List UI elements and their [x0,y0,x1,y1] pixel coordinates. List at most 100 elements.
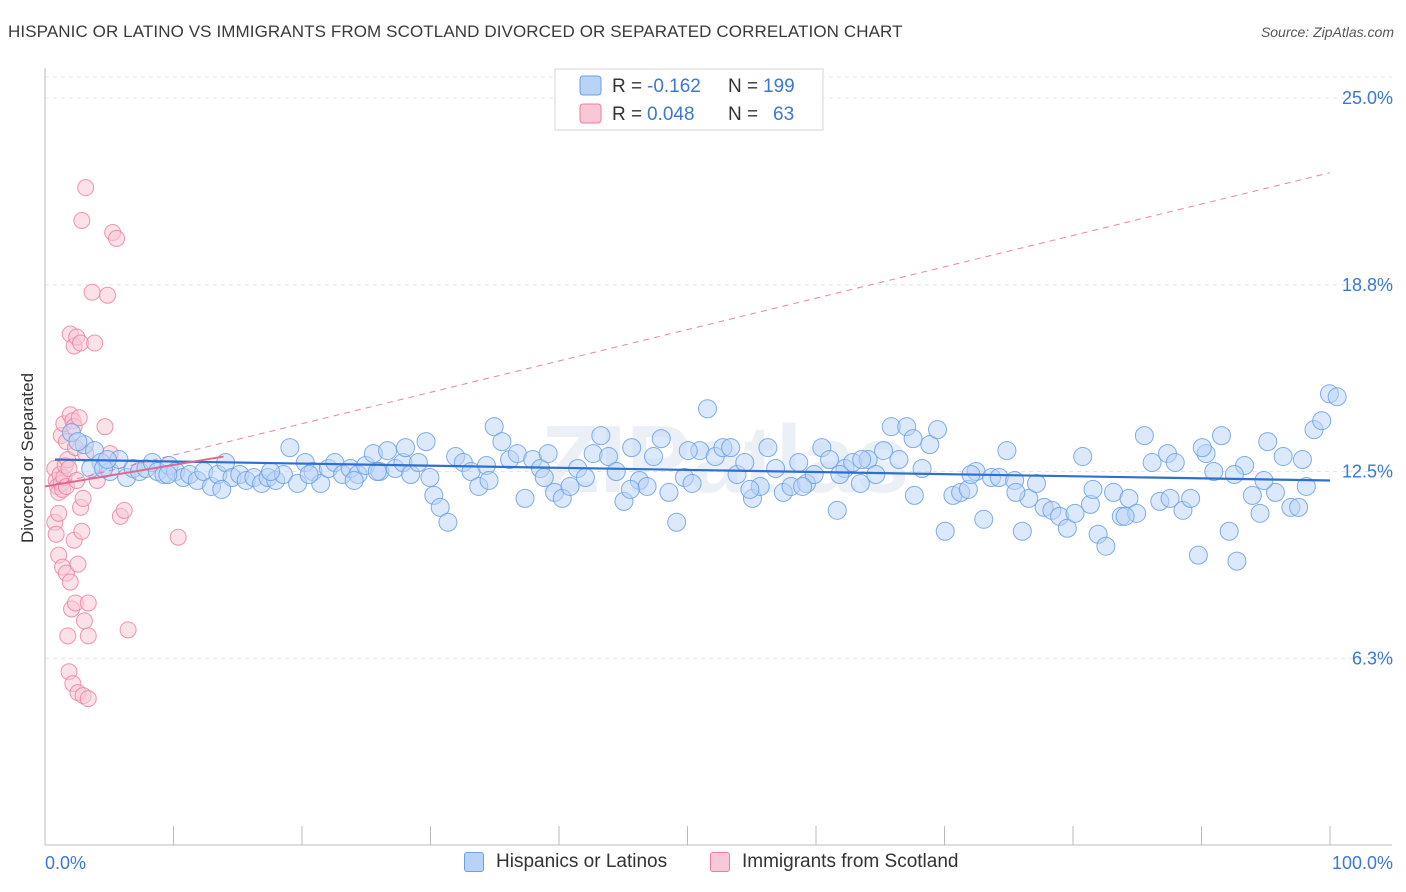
hispanic-point [903,429,923,449]
hispanic-point [438,512,458,532]
scotland-point [47,525,65,543]
y-axis-title: Divorced or Separated [18,372,37,544]
legend-r-label-2: R = [612,104,642,125]
scotland-point [86,334,104,352]
hispanic-point [212,479,232,499]
hispanic-point [1188,545,1208,565]
hispanic-point [599,447,619,467]
hispanic-point [591,426,611,446]
trend-line-hispanics [54,458,1331,482]
hispanic-point [659,482,679,502]
hispanic-point [698,399,717,419]
scotland-point [61,573,79,591]
hispanic-point [1204,462,1224,481]
hispanic-point [1289,497,1309,517]
hispanic-point [866,464,886,484]
legend-bottom: Hispanics or Latinos Immigrants from Sco… [0,851,1406,879]
source-label: Source: ZipAtlas.com [1260,24,1394,40]
hispanic-point [606,462,626,481]
hispanic-point [1134,426,1154,446]
y-tick-label: 18.8% [1342,275,1393,295]
scotland-point [72,334,90,352]
hispanic-point [920,435,940,455]
hispanic-point [1250,503,1270,523]
hispanic-point [1273,447,1293,467]
hispanic-point [1057,518,1077,538]
hispanic-point [1212,426,1231,446]
hispanic-point [758,438,778,458]
axes [44,68,1392,846]
hispanic-point [789,453,809,473]
scotland-point [83,283,101,301]
legend-label-hispanics: Hispanics or Latinos [496,851,668,872]
hispanic-point [280,438,300,458]
legend-swatch-scotland [579,103,602,124]
hispanic-point [850,473,870,493]
hispanic-point [538,444,558,464]
hispanic-point [874,441,894,461]
hispanic-point [1219,521,1239,541]
trend-lines [44,172,1331,488]
hispanic-point [997,441,1017,461]
hispanic-point [1165,453,1185,473]
hispanic-point [1119,488,1139,508]
hispanic-point [1258,432,1278,452]
hispanic-point [68,432,88,452]
hispanic-point [1115,506,1135,526]
hispanic-point [852,450,872,470]
scotland-point [73,212,91,230]
hispanic-point [1083,479,1103,499]
hispanic-point [651,429,671,449]
legend-label-scotland: Immigrants from Scotland [742,851,959,872]
legend-top: R = -0.162 N = 199 R = 0.048 N = 63 [554,68,824,131]
scotland-point [79,594,97,612]
hispanic-point [408,453,428,473]
hispanic-point [1265,482,1285,502]
legend-n-label-1: N = [728,76,758,97]
hispanic-point [721,438,741,458]
hispanic-point [622,438,642,458]
scotland-point [77,179,95,197]
scotland-point [79,627,97,645]
x-tick-label: 100.0% [1332,853,1393,873]
hispanic-point [1224,464,1244,484]
y-tick-label: 12.5% [1342,462,1393,482]
hispanic-point [766,459,786,479]
hispanic-point [534,467,554,487]
legend-n-value-1: 199 [763,76,795,97]
hispanic-point [735,453,755,473]
hispanic-point [1096,536,1116,556]
hispanic-point [583,444,603,464]
hispanic-point [1181,488,1201,508]
hispanic-point [989,467,1009,487]
hispanic-point [889,450,909,470]
hispanic-point [396,438,416,458]
hispanic-point [484,417,504,437]
hispanic-point [416,432,436,452]
legend-r-value-1: -0.162 [647,76,701,97]
tick-labels: 25.0% 18.8% 12.5% 6.3% 0.0% 100.0% [45,88,1393,873]
scotland-point [96,418,114,436]
hispanic-point [1296,476,1316,496]
hispanic-point [158,464,178,484]
hispanic-point [1006,482,1026,502]
hispanic-point [1142,453,1162,473]
y-tick-label: 25.0% [1342,88,1393,108]
scotland-point [99,286,117,304]
scotland-point [75,612,93,630]
hispanic-point [935,521,955,541]
legend-r-label-1: R = [612,76,642,97]
legend-n-value-2: 63 [773,104,794,125]
hispanic-point [1012,521,1032,541]
scotland-point [169,528,187,546]
legend-item-scotland: Immigrants from Scotland [710,851,958,873]
legend-r-value-2: 0.048 [647,104,695,125]
hispanic-point [575,467,595,487]
hispanic-point [344,470,364,490]
hispanic-point [678,441,698,461]
hispanic-point [420,467,440,487]
hispanic-point [1065,503,1085,523]
hispanic-point [492,432,512,452]
hispanic-point [1312,411,1332,431]
